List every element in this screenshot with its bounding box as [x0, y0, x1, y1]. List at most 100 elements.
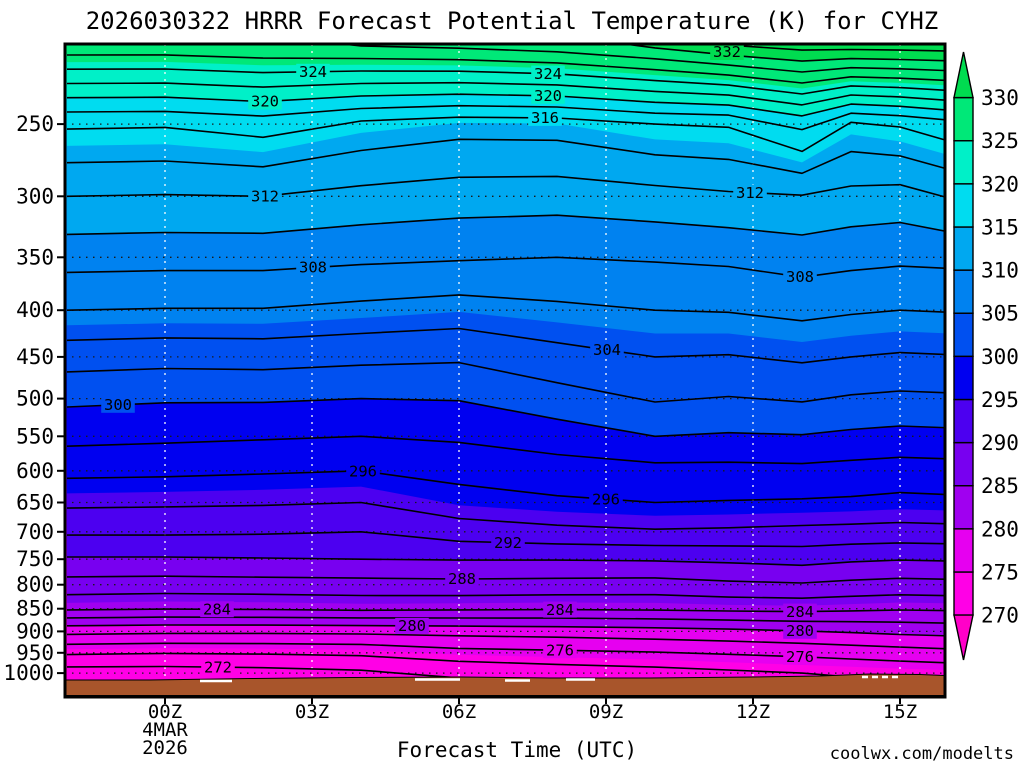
contour-label-284: 284 [786, 603, 814, 621]
contour-label-bg-284 [543, 601, 577, 618]
contour-line-326 [66, 54, 944, 84]
contour-label-bg-324 [531, 65, 565, 82]
colorbar-label-320: 320 [981, 172, 1019, 196]
contour-label-bg-280 [783, 622, 817, 639]
contour-label-bg-308 [296, 259, 330, 276]
y-axis-label-1000: 1000 [3, 661, 54, 685]
y-axis-label-950: 950 [16, 641, 54, 665]
contour-label-284: 284 [203, 601, 231, 619]
contour-label-bg-316 [528, 109, 562, 126]
contour-label-312: 312 [736, 184, 764, 202]
x-axis-date-line1: 4MAR [142, 719, 188, 741]
colorbar-label-275: 275 [981, 561, 1019, 585]
x-axis-title: Forecast Time (UTC) [397, 738, 637, 762]
contour-line-312 [66, 175, 944, 198]
y-axis-label-400: 400 [16, 298, 54, 322]
y-axis-label-850: 850 [16, 597, 54, 621]
y-axis-label-750: 750 [16, 547, 54, 571]
colorbar-label-310: 310 [981, 259, 1019, 283]
contour-label-308: 308 [299, 259, 327, 277]
contour-label-296: 296 [349, 462, 377, 480]
y-axis-label-350: 350 [16, 245, 54, 269]
contour-line-328 [344, 45, 944, 73]
contour-line-324 [66, 68, 944, 95]
colorbar [953, 51, 974, 661]
colorbar-arrow-low [953, 614, 974, 661]
x-axis-label-03Z: 03Z [295, 701, 329, 723]
colorbar-band-295-300 [953, 355, 974, 401]
contour-line-310 [66, 214, 944, 236]
contour-label-312: 312 [251, 187, 279, 205]
contour-label-316: 316 [531, 109, 559, 127]
contour-label-bg-304 [590, 341, 624, 358]
colorbar-band-270-275 [953, 571, 974, 616]
y-axis-label-450: 450 [16, 345, 54, 369]
chart-title: 2026030322 HRRR Forecast Potential Tempe… [86, 7, 939, 35]
colorbar-band-310-315 [953, 226, 974, 271]
colorbar-band-280-285 [953, 485, 974, 530]
x-axis-labels: 00Z 03Z 06Z 09Z 12Z 15Z [148, 701, 917, 723]
colorbar-band-285-290 [953, 441, 974, 487]
terrain-strip [66, 673, 944, 696]
plot-frame [63, 42, 947, 699]
colorbar-band-300-305 [953, 312, 974, 358]
contour-line-306 [66, 294, 944, 322]
contour-label-bg-280 [395, 617, 429, 634]
contour-label-bg-276 [783, 648, 817, 665]
contour-line-316 [66, 116, 944, 153]
contour-label-288: 288 [448, 570, 476, 588]
y-axis-label-250: 250 [16, 112, 54, 136]
contour-line-302 [66, 361, 944, 403]
x-axis-label-00Z: 00Z [148, 701, 182, 723]
contour-label-bg-272 [201, 659, 235, 676]
colorbar-band-315-320 [953, 183, 974, 228]
y-axis-label-700: 700 [16, 520, 54, 544]
contour-label-bg-312 [733, 184, 767, 201]
contour-label-bg-296 [589, 491, 623, 508]
colorbar-label-315: 315 [981, 216, 1019, 240]
y-axis-label-800: 800 [16, 573, 54, 597]
colorbar-band-305-310 [953, 269, 974, 314]
contour-label-280: 280 [786, 622, 814, 640]
contour-label-bg-320 [248, 93, 282, 110]
colorbar-band-275-280 [953, 528, 974, 573]
contour-line-284 [66, 608, 944, 613]
contour-line-294 [66, 501, 944, 531]
contour-line-330 [626, 45, 944, 62]
contour-line-322 [66, 81, 944, 106]
contour-fills [66, 45, 944, 696]
colorbar-label-305: 305 [981, 302, 1019, 326]
contour-label-324: 324 [299, 63, 327, 81]
x-axis-label-15Z: 15Z [883, 701, 917, 723]
x-axis-label-09Z: 09Z [589, 701, 623, 723]
contour-label-bg-284 [783, 603, 817, 620]
colorbar-arrow-high [953, 51, 974, 99]
contour-label-304: 304 [593, 341, 621, 359]
contour-label-300: 300 [104, 396, 132, 414]
contour-label-292: 292 [494, 534, 522, 552]
colorbar-label-325: 325 [981, 129, 1019, 153]
contour-line-318 [66, 104, 944, 131]
x-axis-ticks [164, 697, 901, 704]
x-axis-date-line2: 2026 [142, 737, 188, 759]
colorbar-labels: 330 325 320 315 310 305 300 295 290 285 280 275 270 [981, 86, 1019, 627]
colorbar-label-280: 280 [981, 517, 1019, 541]
contour-label-bg-276 [543, 642, 577, 659]
contour-line-276 [66, 642, 944, 664]
contour-label-bg-308 [783, 268, 817, 285]
contour-line-308 [66, 256, 944, 279]
y-axis-labels: 2503003504004505005506006507007508008509… [3, 112, 54, 685]
contour-label-320: 320 [251, 93, 279, 111]
x-axis-label-12Z: 12Z [736, 701, 770, 723]
colorbar-band-325-330 [953, 96, 974, 142]
colorbar-label-330: 330 [981, 86, 1019, 110]
y-axis-label-600: 600 [16, 459, 54, 483]
y-axis-label-550: 550 [16, 424, 54, 448]
contour-label-bg-312 [248, 188, 282, 205]
colorbar-label-295: 295 [981, 388, 1019, 412]
contour-line-332 [721, 45, 944, 52]
y-axis-label-650: 650 [16, 491, 54, 515]
